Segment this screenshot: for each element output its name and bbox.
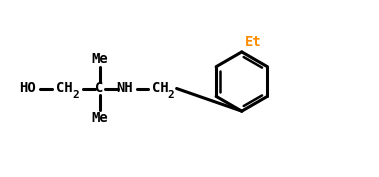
Text: 2: 2 [72,90,79,100]
Text: Me: Me [91,111,108,125]
Text: CH: CH [152,81,169,96]
Text: CH: CH [56,81,73,96]
Text: 2: 2 [168,90,174,100]
Text: NH: NH [117,81,133,96]
Text: Me: Me [91,52,108,66]
Text: C: C [96,81,104,96]
Text: Et: Et [245,35,262,49]
Text: HO: HO [19,81,36,96]
